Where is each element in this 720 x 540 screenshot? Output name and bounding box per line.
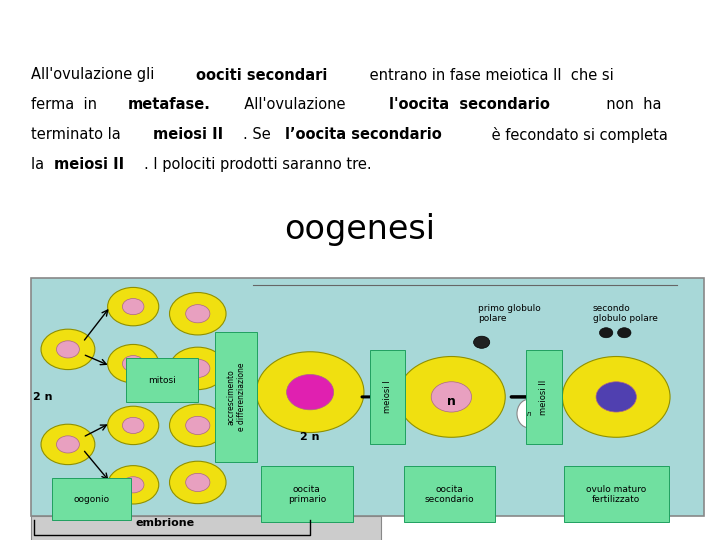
- Ellipse shape: [517, 399, 541, 428]
- Text: oocita
primario: oocita primario: [287, 484, 326, 504]
- Text: l'oocita  secondario: l'oocita secondario: [390, 97, 550, 112]
- Circle shape: [56, 341, 79, 358]
- Circle shape: [618, 328, 631, 338]
- Circle shape: [122, 355, 144, 372]
- Text: accrescimento
e differenziazione: accrescimento e differenziazione: [226, 363, 246, 431]
- Circle shape: [596, 382, 636, 412]
- Circle shape: [122, 417, 144, 434]
- Circle shape: [186, 416, 210, 435]
- Circle shape: [186, 305, 210, 323]
- Text: non  ha: non ha: [597, 97, 661, 112]
- Circle shape: [56, 436, 79, 453]
- Text: terminato la: terminato la: [31, 127, 125, 142]
- Text: meiosi I: meiosi I: [383, 381, 392, 413]
- FancyBboxPatch shape: [526, 350, 562, 444]
- Circle shape: [169, 293, 226, 335]
- Circle shape: [397, 356, 505, 437]
- Text: n: n: [526, 410, 531, 416]
- FancyBboxPatch shape: [31, 516, 381, 540]
- Text: mitosi: mitosi: [148, 376, 176, 385]
- Circle shape: [41, 424, 95, 464]
- Text: l’oocita secondario: l’oocita secondario: [285, 127, 441, 142]
- Circle shape: [186, 474, 210, 491]
- FancyBboxPatch shape: [261, 467, 353, 522]
- Circle shape: [169, 404, 226, 447]
- Circle shape: [600, 328, 613, 338]
- Text: oocita
secondario: oocita secondario: [425, 484, 474, 504]
- Circle shape: [107, 465, 158, 504]
- Circle shape: [186, 359, 210, 377]
- FancyBboxPatch shape: [403, 467, 495, 522]
- FancyBboxPatch shape: [31, 278, 703, 516]
- Text: . Se: . Se: [243, 127, 276, 142]
- Circle shape: [562, 356, 670, 437]
- Text: oogenesi: oogenesi: [284, 213, 436, 246]
- Circle shape: [169, 347, 226, 389]
- FancyBboxPatch shape: [53, 478, 130, 520]
- Text: entrano in fase meiotica II  che si: entrano in fase meiotica II che si: [365, 68, 614, 83]
- Text: . I polociti prodotti saranno tre.: . I polociti prodotti saranno tre.: [144, 157, 372, 172]
- FancyBboxPatch shape: [564, 467, 669, 522]
- Text: oogonio: oogonio: [73, 495, 109, 504]
- Text: 2 n: 2 n: [33, 392, 53, 402]
- Circle shape: [256, 352, 364, 433]
- FancyBboxPatch shape: [126, 358, 198, 402]
- Text: meiosi II: meiosi II: [54, 157, 124, 172]
- Circle shape: [107, 345, 158, 383]
- Text: ferma  in: ferma in: [31, 97, 106, 112]
- Circle shape: [41, 329, 95, 369]
- Text: primo globulo
polare: primo globulo polare: [478, 304, 541, 323]
- Circle shape: [169, 461, 226, 504]
- Circle shape: [474, 336, 490, 348]
- Circle shape: [287, 374, 333, 410]
- Text: All'ovulazione gli: All'ovulazione gli: [31, 68, 159, 83]
- Text: è fecondato si completa: è fecondato si completa: [487, 127, 667, 143]
- Circle shape: [431, 382, 472, 412]
- Circle shape: [122, 477, 144, 493]
- FancyBboxPatch shape: [215, 332, 257, 462]
- Text: la: la: [31, 157, 49, 172]
- Text: 2 n: 2 n: [300, 433, 320, 442]
- FancyBboxPatch shape: [369, 350, 405, 444]
- Text: oociti secondari: oociti secondari: [196, 68, 328, 83]
- Circle shape: [122, 299, 144, 315]
- Text: n: n: [447, 395, 456, 408]
- Text: meiosi II: meiosi II: [153, 127, 222, 142]
- Text: ovulo maturo
fertilizzato: ovulo maturo fertilizzato: [586, 484, 647, 504]
- Text: embrione: embrione: [136, 518, 195, 528]
- Text: meiosi II: meiosi II: [539, 379, 548, 415]
- Circle shape: [107, 406, 158, 444]
- Circle shape: [107, 287, 158, 326]
- Text: metafase.: metafase.: [128, 97, 211, 112]
- Text: secondo
globulo polare: secondo globulo polare: [593, 304, 657, 323]
- Text: All'ovulazione: All'ovulazione: [235, 97, 354, 112]
